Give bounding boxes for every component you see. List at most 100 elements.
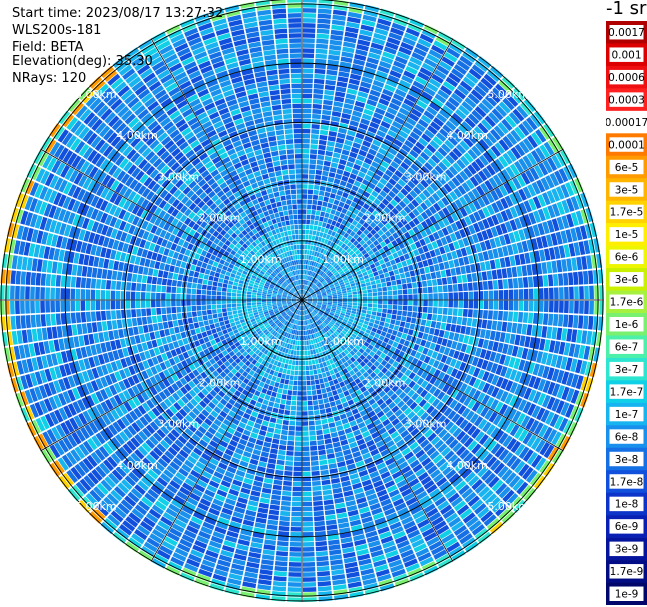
- radar-gate: [494, 401, 504, 413]
- radar-gate: [210, 350, 217, 358]
- radar-gate: [314, 267, 318, 273]
- radar-gate: [251, 365, 258, 372]
- radar-gate: [197, 502, 209, 512]
- radar-gate: [302, 451, 310, 457]
- radar-gate: [551, 368, 560, 382]
- radar-gate: [331, 220, 337, 226]
- radar-gate: [431, 351, 439, 359]
- radar-gate: [495, 104, 508, 118]
- radar-gate: [279, 346, 284, 352]
- radar-gate: [258, 323, 264, 328]
- radar-gate: [216, 414, 225, 423]
- radar-gate: [451, 341, 458, 350]
- radar-gate: [537, 313, 544, 325]
- radar-gate: [167, 385, 175, 395]
- radar-gate: [378, 202, 386, 210]
- radar-gate: [429, 205, 437, 215]
- radar-gate: [516, 323, 523, 334]
- radar-gate: [578, 271, 584, 285]
- radar-gate: [402, 289, 408, 295]
- radar-gate: [298, 315, 301, 321]
- radar-gate: [541, 394, 551, 408]
- radar-gate: [488, 300, 494, 310]
- radar-gate: [347, 320, 353, 325]
- radar-gate: [307, 297, 312, 300]
- radar-gate: [343, 232, 350, 239]
- radar-gate: [426, 536, 440, 547]
- radar-gate: [353, 534, 366, 542]
- radar-gate: [471, 161, 481, 172]
- radar-gate: [446, 315, 453, 324]
- radar-gate: [314, 279, 318, 284]
- radar-gate: [531, 454, 543, 468]
- radar-gate: [275, 555, 288, 562]
- radar-gate: [220, 549, 234, 558]
- radar-gate: [391, 353, 398, 361]
- radar-gate: [182, 351, 190, 360]
- radar-gate: [188, 411, 197, 420]
- radar-gate: [457, 283, 463, 292]
- radar-gate: [268, 385, 274, 391]
- radar-gate: [248, 437, 257, 444]
- radar-gate: [424, 326, 430, 334]
- radar-gate: [436, 314, 443, 322]
- radar-gate: [288, 425, 295, 431]
- radar-gate: [436, 113, 448, 124]
- radar-gate: [311, 293, 316, 296]
- radar-gate: [302, 138, 310, 144]
- radar-gate: [239, 393, 247, 401]
- radar-gate: [328, 422, 336, 428]
- radar-gate: [500, 223, 508, 234]
- radar-gate: [426, 349, 434, 357]
- radar-gate: [319, 129, 329, 136]
- radar-gate: [431, 314, 438, 321]
- radar-gate: [274, 310, 280, 314]
- radar-gate: [454, 360, 462, 370]
- radar-gate: [331, 569, 345, 576]
- radar-gate: [400, 366, 408, 374]
- radar-gate: [441, 393, 450, 404]
- radar-gate: [295, 314, 298, 320]
- radar-gate: [332, 9, 347, 16]
- radar-gate: [375, 316, 381, 321]
- radar-gate: [357, 553, 371, 561]
- radar-gate: [266, 316, 271, 321]
- radar-gate: [260, 425, 268, 432]
- radar-gate: [555, 186, 565, 200]
- radar-gate: [322, 361, 328, 367]
- radar-gate: [460, 343, 468, 353]
- radar-gate: [276, 418, 283, 425]
- radar-gate: [242, 371, 249, 378]
- radar-gate: [366, 285, 372, 290]
- radar-gate: [187, 473, 198, 483]
- radar-gate: [325, 74, 337, 81]
- radar-gate: [487, 310, 493, 320]
- radar-gate: [380, 352, 387, 359]
- radar-gate: [333, 147, 342, 154]
- radar-gate: [369, 243, 376, 250]
- radar-gate: [140, 476, 153, 488]
- radar-gate: [395, 502, 407, 512]
- radar-gate: [349, 315, 355, 320]
- radar-gate: [397, 400, 405, 409]
- radar-gate: [490, 145, 502, 158]
- radar-gate: [501, 468, 513, 482]
- radar-gate: [289, 306, 294, 310]
- radar-gate: [314, 515, 325, 522]
- radar-gate: [344, 166, 353, 173]
- radar-gate: [490, 189, 500, 201]
- radar-gate: [209, 440, 219, 448]
- radar-gate: [442, 217, 450, 227]
- radar-gate: [345, 333, 351, 338]
- radar-gate: [578, 315, 584, 329]
- radar-gate: [546, 190, 556, 204]
- radar-gate: [475, 446, 486, 458]
- radar-gate: [484, 260, 491, 271]
- radar-gate: [348, 344, 355, 350]
- radar-gate: [387, 129, 398, 138]
- radar-gate: [383, 300, 388, 305]
- radar-gate: [417, 552, 432, 562]
- radar-gate: [459, 393, 468, 404]
- radar-gate: [424, 382, 433, 392]
- radar-gate: [555, 433, 567, 448]
